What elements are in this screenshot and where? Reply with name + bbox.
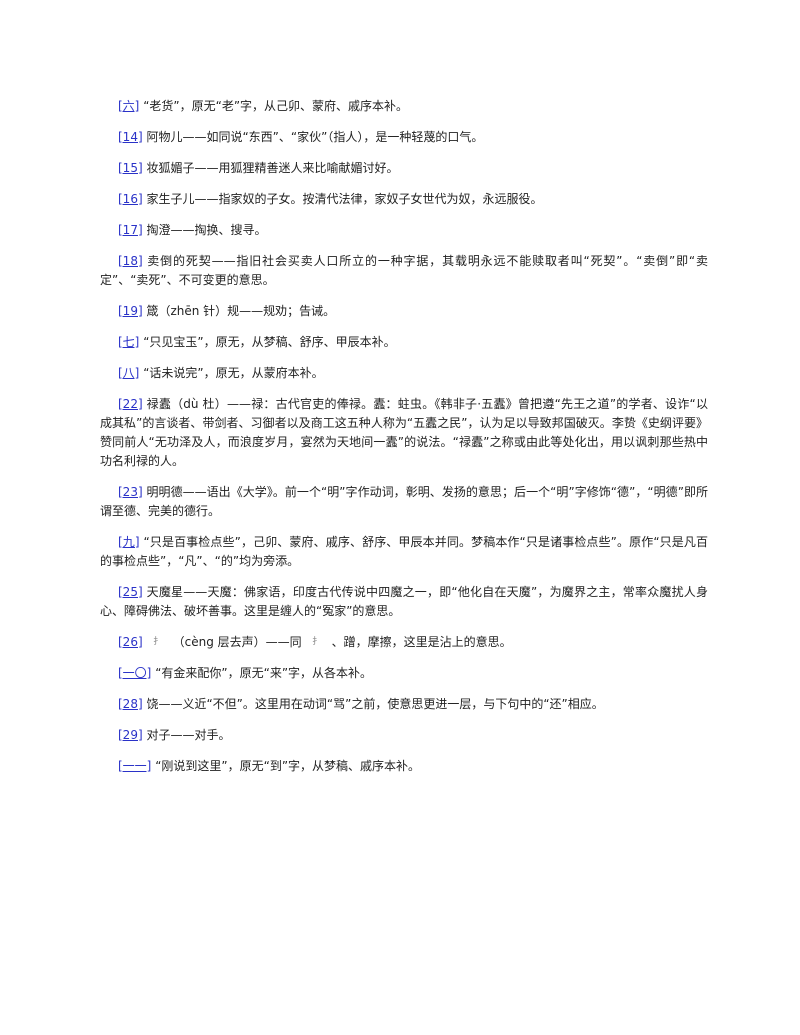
footnote-ref-link[interactable]: [23] <box>118 485 143 499</box>
footnote: [14] 阿物儿——如同说“东西”、“家伙”（指人），是一种轻蔑的口气。 <box>100 128 708 147</box>
footnote: [七] “只见宝玉”，原无，从梦稿、舒序、甲辰本补。 <box>100 333 708 352</box>
footnote-ref-link[interactable]: [八] <box>118 366 140 380</box>
character-image: 扌 <box>312 637 322 647</box>
footnote-text: 家生子儿——指家奴的子女。按清代法律，家奴子女世代为奴，永远服役。 <box>142 192 543 206</box>
footnote-text: 箴（zhēn 针）规——规劝；告诫。 <box>142 304 336 318</box>
footnote-ref-link[interactable]: [26] <box>118 635 143 649</box>
footnote-text: 卖倒的死契——指旧社会买卖人口所立的一种字据，其载明永远不能赎取者叫“死契”。“… <box>100 254 708 287</box>
footnote-text: 妆狐媚子——用狐狸精善迷人来比喻献媚讨好。 <box>142 161 399 175</box>
footnote-text: （cèng 层去声）——同 <box>172 635 302 649</box>
footnote: [九] “只是百事检点些”，己卯、蒙府、戚序、舒序、甲辰本并同。梦稿本作“只是诸… <box>100 533 708 571</box>
footnote-ref-link[interactable]: [六] <box>118 99 140 113</box>
footnote-text: 禄蠹（dù 杜）——禄：古代官吏的俸禄。蠹：蛀虫。《韩非子·五蠹》曾把遵“先王之… <box>100 397 708 468</box>
footnotes-list: [六] “老货”，原无“老”字，从己卯、蒙府、戚序本补。 [14] 阿物儿——如… <box>100 97 708 788</box>
footnote: [22] 禄蠹（dù 杜）——禄：古代官吏的俸禄。蠹：蛀虫。《韩非子·五蠹》曾把… <box>100 395 708 471</box>
footnote-ref-link[interactable]: [17] <box>118 223 143 237</box>
footnote-ref-link[interactable]: [19] <box>118 304 143 318</box>
footnote-text: “只是百事检点些”，己卯、蒙府、戚序、舒序、甲辰本并同。梦稿本作“只是诸事检点些… <box>100 535 708 568</box>
footnote: [23] 明明德——语出《大学》。前一个“明”字作动词，彰明、发扬的意思；后一个… <box>100 483 708 521</box>
footnote-text: “老货”，原无“老”字，从己卯、蒙府、戚序本补。 <box>139 99 409 113</box>
footnote: [19] 箴（zhēn 针）规——规劝；告诫。 <box>100 302 708 321</box>
footnote-ref-link[interactable]: [25] <box>118 585 143 599</box>
footnote: [26] 扌（cèng 层去声）——同扌、蹭，摩擦，这里是沾上的意思。 <box>100 633 708 652</box>
footnote-text: 对子——对手。 <box>142 728 231 742</box>
footnote: [15] 妆狐媚子——用狐狸精善迷人来比喻献媚讨好。 <box>100 159 708 178</box>
footnote: [17] 掏澄——掏换、搜寻。 <box>100 221 708 240</box>
footnote-text: 阿物儿——如同说“东西”、“家伙”（指人），是一种轻蔑的口气。 <box>142 130 484 144</box>
footnote-text: “有金来配你”，原无“来”字，从各本补。 <box>151 666 373 680</box>
footnote-ref-link[interactable]: [九] <box>118 535 140 549</box>
footnote-ref-link[interactable]: [一〇] <box>118 666 152 680</box>
footnote-ref-link[interactable]: [16] <box>118 192 143 206</box>
footnote: [一〇] “有金来配你”，原无“来”字，从各本补。 <box>100 664 708 683</box>
footnote-text: “话未说完”，原无，从蒙府本补。 <box>139 366 324 380</box>
footnote-text: 、蹭，摩擦，这里是沾上的意思。 <box>331 635 512 649</box>
footnote-text: “只见宝玉”，原无，从梦稿、舒序、甲辰本补。 <box>139 335 396 349</box>
footnote-ref-link[interactable]: [29] <box>118 728 143 742</box>
footnote-text: 明明德——语出《大学》。前一个“明”字作动词，彰明、发扬的意思；后一个“明”字修… <box>100 485 708 518</box>
footnote: [16] 家生子儿——指家奴的子女。按清代法律，家奴子女世代为奴，永远服役。 <box>100 190 708 209</box>
footnote-text: 饶——义近“不但”。这里用在动词“骂”之前，使意思更进一层，与下句中的“还”相应… <box>142 697 604 711</box>
footnote-ref-link[interactable]: [七] <box>118 335 140 349</box>
footnote: [八] “话未说完”，原无，从蒙府本补。 <box>100 364 708 383</box>
footnote: [25] 天魔星——天魔：佛家语，印度古代传说中四魔之一，即“他化自在天魔”，为… <box>100 583 708 621</box>
footnote: [六] “老货”，原无“老”字，从己卯、蒙府、戚序本补。 <box>100 97 708 116</box>
footnote: [29] 对子——对手。 <box>100 726 708 745</box>
footnote-ref-link[interactable]: [28] <box>118 697 143 711</box>
footnote-ref-link[interactable]: [22] <box>118 397 143 411</box>
footnote-text: 天魔星——天魔：佛家语，印度古代传说中四魔之一，即“他化自在天魔”，为魔界之主，… <box>100 585 708 618</box>
footnote: [28] 饶——义近“不但”。这里用在动词“骂”之前，使意思更进一层，与下句中的… <box>100 695 708 714</box>
footnote: [一一] “刚说到这里”，原无“到”字，从梦稿、戚序本补。 <box>100 757 708 776</box>
footnote-text: “刚说到这里”，原无“到”字，从梦稿、戚序本补。 <box>151 759 421 773</box>
footnote-ref-link[interactable]: [14] <box>118 130 143 144</box>
footnote-ref-link[interactable]: [15] <box>118 161 143 175</box>
character-image: 扌 <box>153 637 163 647</box>
footnote: [18] 卖倒的死契——指旧社会买卖人口所立的一种字据，其载明永远不能赎取者叫“… <box>100 252 708 290</box>
footnote-ref-link[interactable]: [一一] <box>118 759 152 773</box>
footnote-text: 掏澄——掏换、搜寻。 <box>142 223 267 237</box>
footnote-ref-link[interactable]: [18] <box>118 254 143 268</box>
